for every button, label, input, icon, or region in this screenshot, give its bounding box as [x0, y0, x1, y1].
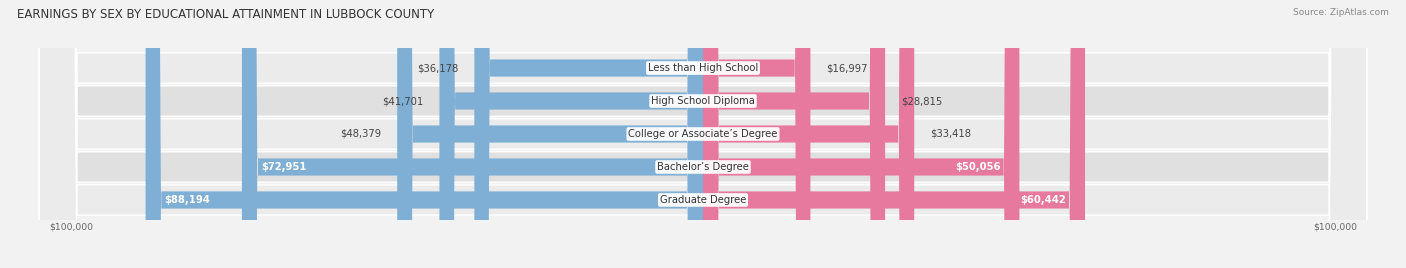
FancyBboxPatch shape [703, 0, 810, 268]
Text: $28,815: $28,815 [901, 96, 942, 106]
Text: $72,951: $72,951 [262, 162, 307, 172]
Text: Bachelor’s Degree: Bachelor’s Degree [657, 162, 749, 172]
FancyBboxPatch shape [703, 0, 1019, 268]
Text: $88,194: $88,194 [165, 195, 211, 205]
Text: Source: ZipAtlas.com: Source: ZipAtlas.com [1294, 8, 1389, 17]
FancyBboxPatch shape [39, 0, 1367, 268]
Text: $41,701: $41,701 [382, 96, 423, 106]
FancyBboxPatch shape [39, 0, 1367, 268]
FancyBboxPatch shape [703, 0, 886, 268]
FancyBboxPatch shape [39, 0, 1367, 268]
Text: High School Diploma: High School Diploma [651, 96, 755, 106]
Text: Graduate Degree: Graduate Degree [659, 195, 747, 205]
Text: EARNINGS BY SEX BY EDUCATIONAL ATTAINMENT IN LUBBOCK COUNTY: EARNINGS BY SEX BY EDUCATIONAL ATTAINMEN… [17, 8, 434, 21]
FancyBboxPatch shape [146, 0, 703, 268]
FancyBboxPatch shape [440, 0, 703, 268]
Text: $33,418: $33,418 [929, 129, 972, 139]
FancyBboxPatch shape [703, 0, 914, 268]
FancyBboxPatch shape [242, 0, 703, 268]
FancyBboxPatch shape [39, 0, 1367, 268]
Text: $48,379: $48,379 [340, 129, 381, 139]
Text: College or Associate’s Degree: College or Associate’s Degree [628, 129, 778, 139]
Text: $16,997: $16,997 [827, 63, 868, 73]
Text: Less than High School: Less than High School [648, 63, 758, 73]
Text: $36,178: $36,178 [418, 63, 458, 73]
FancyBboxPatch shape [703, 0, 1085, 268]
FancyBboxPatch shape [39, 0, 1367, 268]
Text: $50,056: $50,056 [955, 162, 1001, 172]
FancyBboxPatch shape [398, 0, 703, 268]
FancyBboxPatch shape [474, 0, 703, 268]
Text: $60,442: $60,442 [1021, 195, 1066, 205]
